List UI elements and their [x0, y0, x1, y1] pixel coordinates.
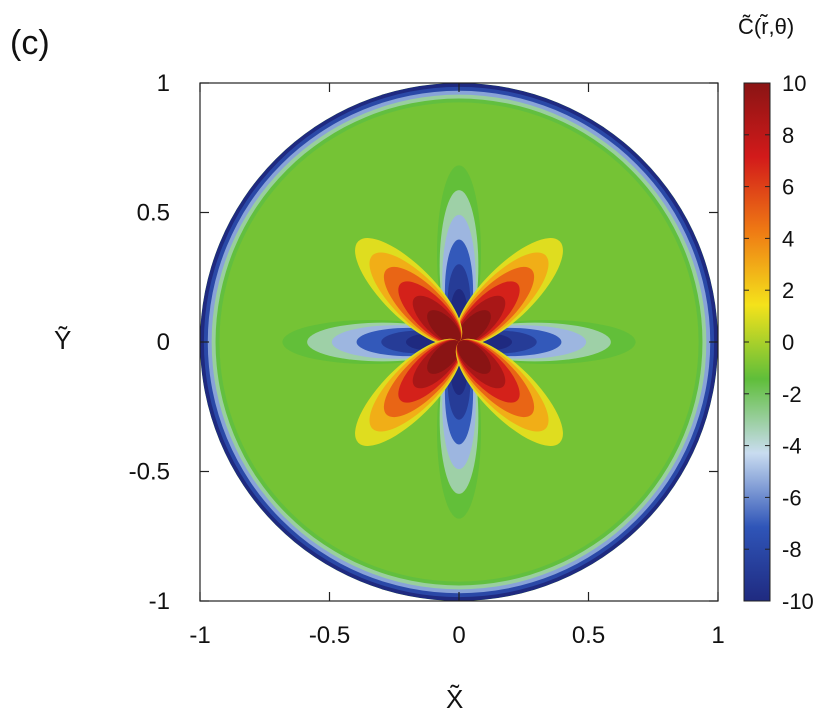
x-axis-title: X̃ [446, 684, 464, 714]
positive-lobe [455, 238, 563, 346]
positive-lobe [355, 338, 463, 446]
colorbar-tick-label: 2 [782, 278, 794, 303]
positive-lobe [455, 338, 563, 446]
lobe-contour [427, 310, 461, 344]
colorbar-tick-label: 10 [782, 71, 806, 96]
colorbar-tick-label: -2 [782, 382, 802, 407]
x-tick-label: 0.5 [572, 622, 605, 649]
colorbar-tick-label: 6 [782, 175, 794, 200]
panel-label: (c) [10, 24, 50, 62]
x-tick-label: -1 [189, 622, 210, 649]
colorbar-tick-label: -8 [782, 537, 802, 562]
colorbar-tick-label: -10 [782, 589, 814, 614]
lobe-contour [427, 340, 461, 374]
colorbar-tick-label: 4 [782, 226, 794, 251]
colorbar-tick-label: -4 [782, 434, 802, 459]
lobe-contour [457, 310, 491, 344]
lobe-contour [457, 340, 491, 374]
positive-lobe [355, 238, 463, 346]
heatmap-field [200, 83, 718, 601]
y-axis-title: Ỹ [54, 325, 72, 355]
x-tick-label: -0.5 [309, 622, 350, 649]
y-tick-label: 0.5 [137, 200, 170, 227]
colorbar-tick-label: 0 [782, 330, 794, 355]
y-tick-label: -0.5 [129, 459, 170, 486]
colorbar-title: C̃(r̃,θ) [738, 14, 795, 39]
colorbar-tick-label: -6 [782, 485, 802, 510]
y-tick-label: -1 [149, 588, 170, 615]
colorbar-tick-label: 8 [782, 123, 794, 148]
y-tick-label: 1 [157, 70, 170, 97]
y-tick-label: 0 [157, 329, 170, 356]
x-tick-label: 0 [452, 622, 465, 649]
x-tick-label: 1 [711, 622, 724, 649]
